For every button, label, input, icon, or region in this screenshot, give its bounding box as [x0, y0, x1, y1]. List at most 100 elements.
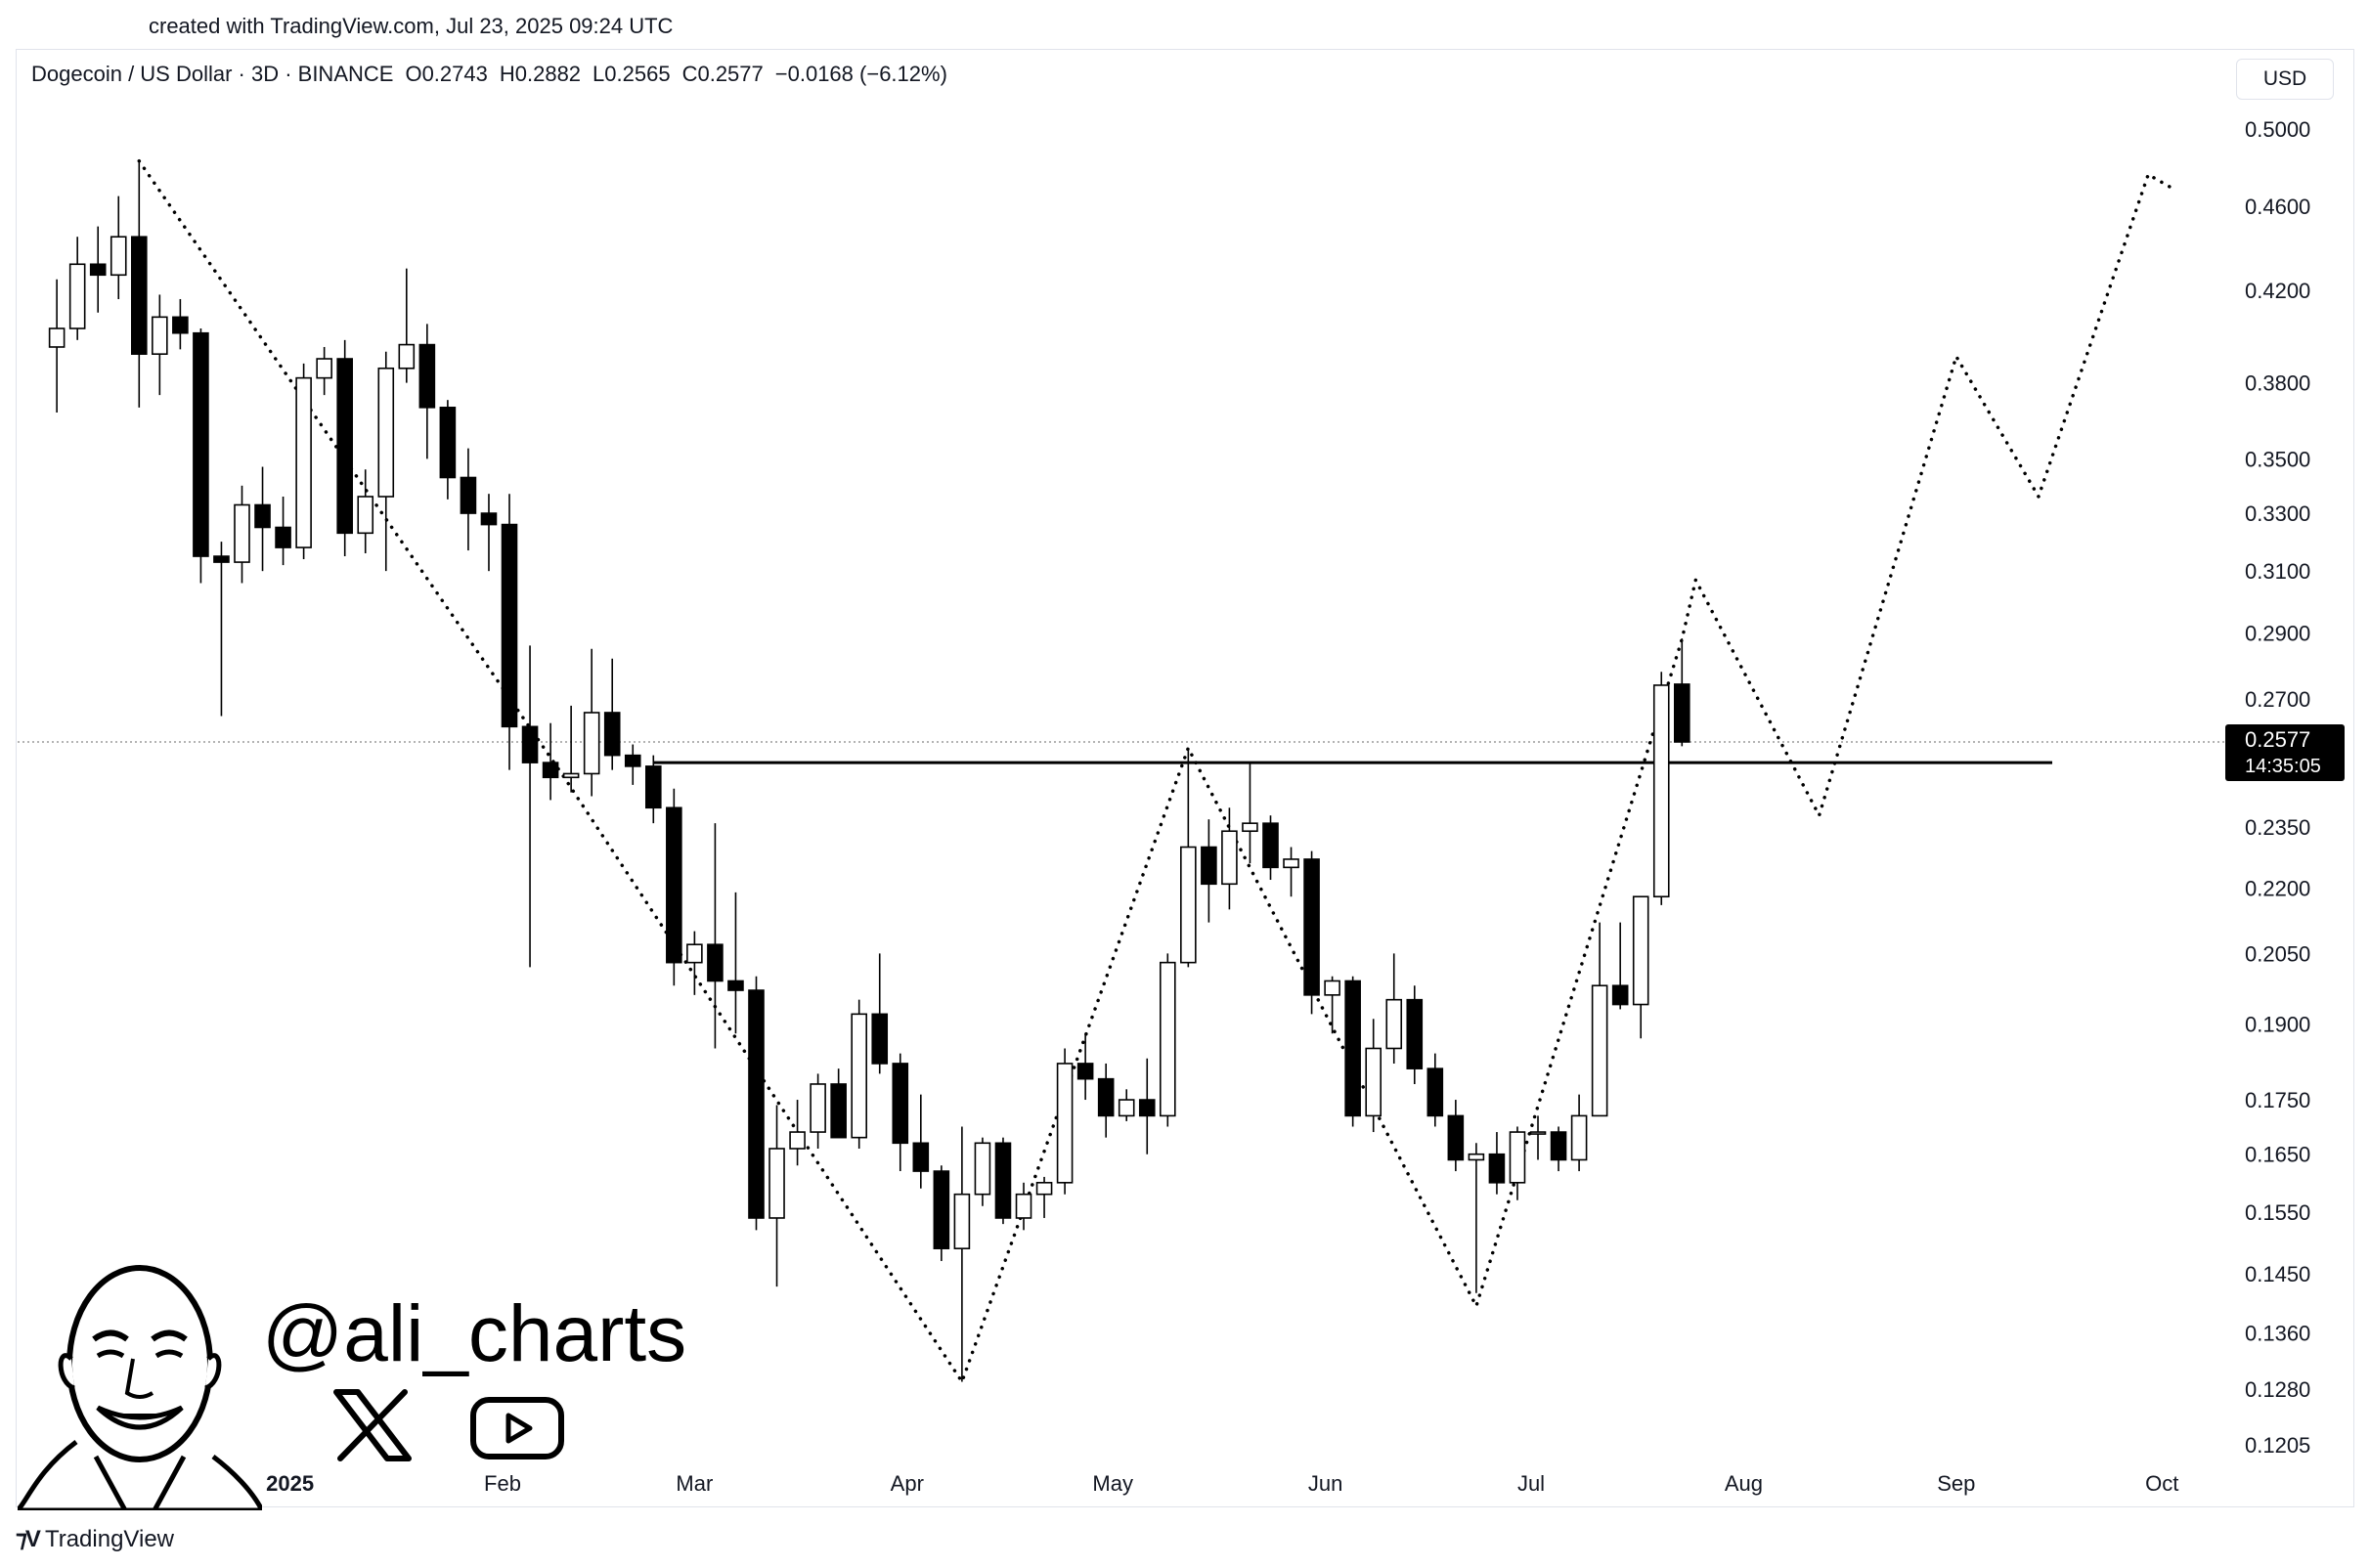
- candle: [1035, 1176, 1053, 1218]
- candle-body-up: [810, 1083, 826, 1133]
- candle-body-down: [624, 754, 641, 767]
- price-tick-label: 0.2700: [2245, 687, 2310, 712]
- candle-body-up: [851, 1013, 867, 1139]
- symbol-title[interactable]: Dogecoin / US Dollar · 3D · BINANCE: [31, 62, 394, 86]
- candle-body-up: [953, 1193, 971, 1249]
- candle: [336, 339, 353, 557]
- candle-body-up: [1652, 684, 1670, 898]
- candle-body-down: [172, 316, 189, 334]
- candle: [1262, 815, 1279, 881]
- candle-body-up: [1221, 830, 1238, 886]
- time-tick-label: Apr: [891, 1471, 924, 1496]
- candle: [562, 705, 580, 793]
- candle: [583, 648, 600, 797]
- candle: [234, 485, 250, 584]
- candle-body-down: [336, 358, 353, 535]
- candle: [666, 788, 682, 986]
- candle: [1529, 1115, 1547, 1160]
- ohlc-change: −0.0168 (−6.12%): [774, 62, 947, 86]
- candle: [172, 298, 189, 350]
- candle-body-down: [727, 980, 744, 991]
- candle-body-down: [213, 555, 230, 563]
- candle: [501, 494, 518, 770]
- candle-body-down: [1138, 1099, 1156, 1117]
- candle-body-up: [1591, 984, 1608, 1117]
- candle: [1303, 850, 1320, 1015]
- price-tick-label: 0.4200: [2245, 279, 2310, 303]
- candle-body-down: [1550, 1131, 1567, 1161]
- candle: [460, 448, 477, 551]
- candle-body-down: [1097, 1077, 1115, 1117]
- candle: [377, 351, 395, 572]
- candle: [851, 999, 867, 1149]
- candle-body-down: [871, 1013, 889, 1065]
- projection-path[interactable]: [137, 158, 2178, 1386]
- candle-body-up: [357, 496, 374, 535]
- candle-body-up: [1180, 846, 1197, 964]
- symbol-header: Dogecoin / US Dollar · 3D · BINANCE O0.27…: [31, 62, 959, 87]
- youtube-icon[interactable]: [469, 1396, 565, 1460]
- price-tick-label: 0.3100: [2245, 559, 2310, 584]
- candle: [1242, 762, 1258, 864]
- candle-body-down: [933, 1170, 950, 1249]
- candle: [686, 931, 703, 995]
- candle-body-up: [377, 367, 395, 498]
- last-price-value: 0.2577: [2245, 727, 2310, 752]
- candle-body-up: [789, 1131, 806, 1150]
- candle-body-up: [1056, 1063, 1074, 1184]
- time-axis[interactable]: Dec2025FebMarAprMayJunJulAugSepOct: [59, 1471, 2179, 1496]
- candle: [1283, 847, 1299, 897]
- candle-body-up: [48, 327, 66, 348]
- candle: [1673, 638, 1690, 747]
- candle-body-down: [603, 712, 621, 757]
- price-tick-label: 0.5000: [2245, 117, 2310, 142]
- candle: [892, 1053, 909, 1172]
- candle: [624, 744, 641, 785]
- price-tick-label: 0.2350: [2245, 815, 2310, 840]
- candle-body-up: [152, 316, 168, 355]
- ohlc-low: L0.2565: [592, 62, 671, 86]
- candle-body-down: [912, 1142, 930, 1172]
- bar-countdown: 14:35:05: [2245, 756, 2321, 777]
- candle: [912, 1094, 930, 1189]
- candle: [1180, 748, 1197, 968]
- candle-body-up: [686, 943, 703, 964]
- price-tick-label: 0.1450: [2245, 1262, 2310, 1286]
- price-tick-label: 0.4600: [2245, 195, 2310, 219]
- candle-body-down: [1673, 683, 1690, 743]
- candle: [89, 226, 107, 313]
- tradingview-brand[interactable]: ⁊V TradingView: [16, 1525, 174, 1553]
- time-tick-label: Aug: [1725, 1471, 1763, 1496]
- tradingview-logo-icon: ⁊V: [16, 1526, 41, 1552]
- candle: [871, 953, 889, 1074]
- candle-body-down: [254, 503, 271, 529]
- candle: [130, 160, 148, 408]
- candle: [1159, 953, 1176, 1127]
- price-tick-label: 0.2200: [2245, 877, 2310, 901]
- candle: [1056, 1048, 1074, 1195]
- candle: [748, 976, 765, 1231]
- tradingview-wordmark: TradingView: [44, 1525, 175, 1552]
- candle: [830, 1068, 847, 1139]
- candle: [768, 1105, 785, 1287]
- candle-body-up: [1159, 961, 1176, 1117]
- candle-body-down: [1262, 822, 1279, 869]
- currency-button[interactable]: USD: [2236, 59, 2334, 100]
- candle-body-down: [644, 765, 662, 809]
- candle-body-up: [1468, 1153, 1485, 1161]
- price-axis[interactable]: 0.5000 0.4600 0.4200 0.3800 0.3500 0.3300 0.31…: [2245, 117, 2310, 1458]
- candle-body-down: [1447, 1114, 1465, 1161]
- author-handle: @ali_charts: [262, 1289, 687, 1378]
- price-tick-label: 0.1650: [2245, 1143, 2310, 1167]
- candle: [974, 1137, 991, 1206]
- candle-body-down: [193, 331, 209, 557]
- time-tick-label: May: [1092, 1471, 1133, 1496]
- x-logo-icon[interactable]: [332, 1388, 413, 1462]
- last-price-label-box: [2225, 723, 2345, 781]
- price-tick-label: 0.1550: [2245, 1200, 2310, 1225]
- candle-body-up: [974, 1142, 991, 1196]
- time-tick-label: Jul: [1517, 1471, 1545, 1496]
- candle: [398, 268, 416, 383]
- candle: [1201, 819, 1217, 923]
